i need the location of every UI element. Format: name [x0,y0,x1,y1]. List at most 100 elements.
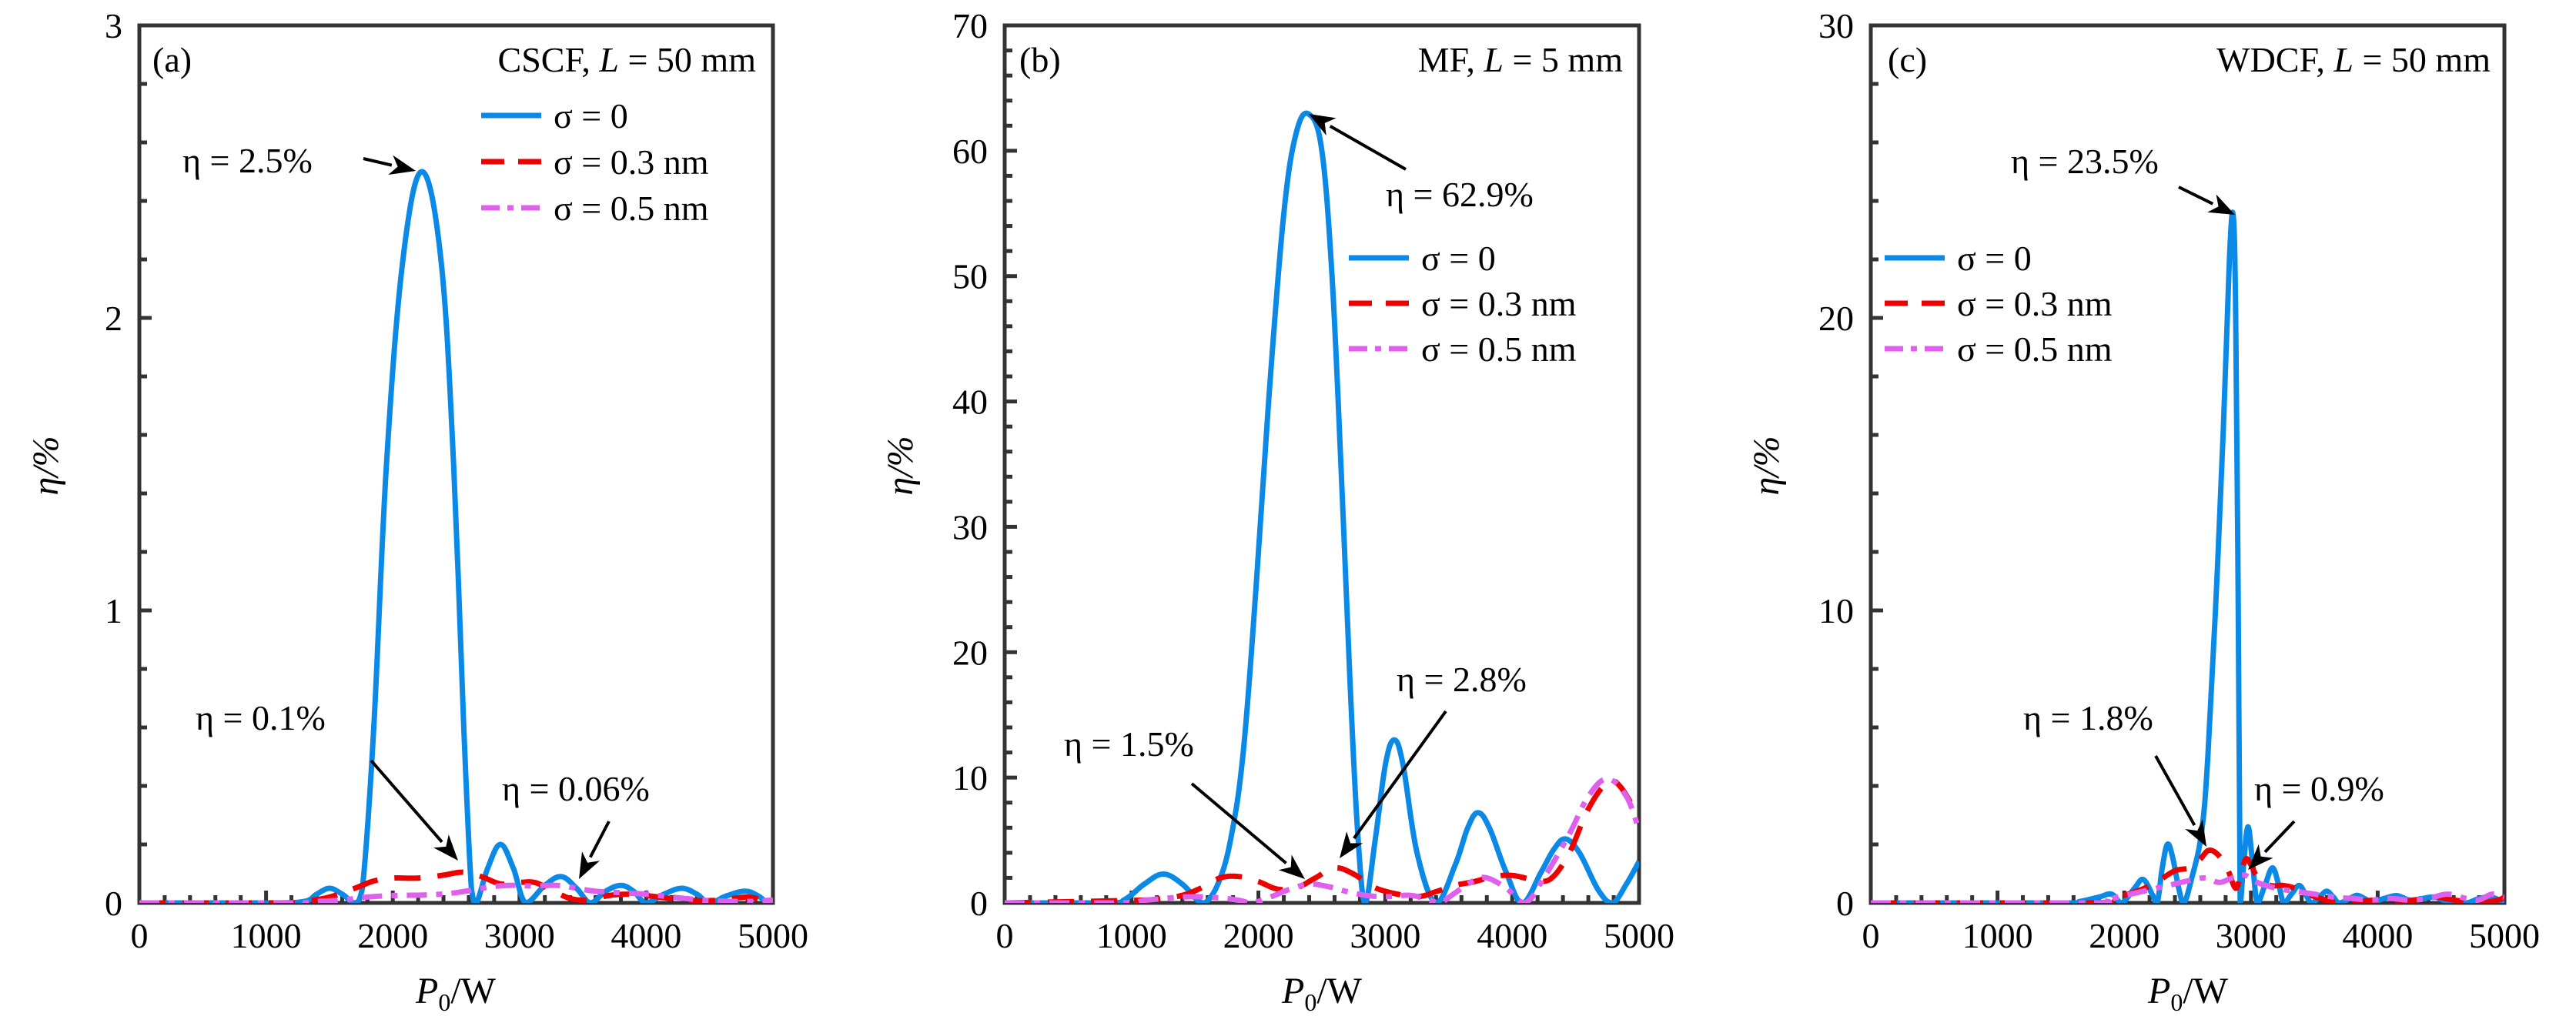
annotation-peak: η = 2.5% [182,141,416,180]
arrow-head [433,834,458,861]
y-tick-label: 2 [105,299,122,338]
y-tick-label: 70 [952,6,988,45]
x-tick-label: 2000 [1223,916,1294,955]
annotation-peak: η = 23.5% [2011,142,2235,215]
arrow-shaft [2263,820,2296,854]
annotation-sigma03: η = 0.1% [196,698,458,861]
arrow-shaft [1353,710,1447,840]
annotations: η = 62.9% η = 1.5% η = 2.8% [1064,114,1534,879]
y-tick-label: 0 [970,884,988,923]
annotation-text: η = 62.9% [1386,175,1534,214]
annotation-text: η = 2.5% [182,141,313,180]
x-tick-label: 5000 [1604,916,1674,955]
panel-tag: (c) [1888,40,1927,79]
tick-labels: 0 1000 2000 3000 4000 5000 0 1 2 3 [105,6,808,955]
arrow-icon [579,821,611,879]
legend-label: σ = 0 [1421,239,1496,278]
arrow-head [1278,854,1305,879]
legend-label: σ = 0.3 nm [1957,284,2113,323]
arrow-shaft [370,759,443,844]
x-tick-label: 1000 [1962,916,2033,955]
y-tick-label: 20 [1818,299,1854,338]
panel-b: 0 1000 2000 3000 4000 5000 0 10 20 30 40 50 60 70 η/%… [880,6,1674,1016]
panel-title: CSCF, L = 50 mm [498,40,757,79]
y-axis-label: η/% [1746,436,1787,495]
arrow-head [2185,819,2206,847]
legend-item: σ = 0.5 nm [1349,329,1577,369]
x-axis-label: P0/W [2147,971,2229,1016]
legend-item: σ = 0.3 nm [1885,284,2113,323]
legend: σ = 0 σ = 0.3 nm σ = 0.5 nm [1885,239,2113,369]
legend: σ = 0 σ = 0.3 nm σ = 0.5 nm [481,96,709,228]
annotations: η = 2.5% η = 0.1% η = 0.06% [182,141,650,879]
x-tick-label: 0 [1862,916,1880,955]
legend-label: σ = 0.5 nm [1957,329,2113,369]
arrow-shaft [1329,125,1407,171]
series-line-sigma-0-5 [1871,872,2504,903]
annotation-sigma05: η = 1.5% [1064,724,1305,879]
annotations: η = 23.5% η = 1.8% η = 0.9% [2011,142,2384,870]
arrow-icon [370,759,458,861]
series-line-sigma-0-5 [1005,776,1639,903]
panel-tag: (a) [152,40,192,79]
arrow-head [579,851,600,879]
arrow-icon [2178,186,2235,215]
panel-a: 0 1000 2000 3000 4000 5000 0 1 2 3 η/% P0/W (a) C… [25,6,808,1016]
annotation-text: η = 2.8% [1397,660,1527,699]
y-tick-label: 0 [105,884,122,923]
arrow-shaft [363,157,393,167]
annotation-sigma03: η = 1.8% [2023,698,2206,847]
x-tick-label: 4000 [611,916,681,955]
panel-tag: (b) [1019,40,1061,79]
arrow-icon [1309,114,1407,171]
x-tick-label: 3000 [1350,916,1420,955]
panel-title: MF, L = 5 mm [1418,40,1624,79]
arrow-shaft [2178,186,2214,206]
annotation-text: η = 1.5% [1064,724,1194,764]
curves [139,169,773,903]
legend-item: σ = 0.3 nm [1349,284,1577,323]
legend-label: σ = 0.3 nm [1421,284,1577,323]
arrow-icon [1340,710,1447,858]
legend-item: σ = 0.5 nm [1885,329,2113,369]
annotation-text: η = 23.5% [2011,142,2159,181]
legend-label: σ = 0.5 nm [554,189,709,228]
legend-item: σ = 0.5 nm [481,189,709,228]
arrow-shaft [1190,782,1287,864]
annotation-text: η = 0.1% [196,698,326,737]
annotation-sigma03: η = 2.8% [1340,660,1527,858]
legend-item: σ = 0 [1885,239,2032,278]
y-tick-label: 10 [1818,591,1854,630]
y-tick-label: 0 [1836,884,1854,923]
y-tick-label: 10 [952,758,988,797]
series-line-sigma-0 [139,169,773,903]
legend-label: σ = 0.5 nm [1421,329,1577,369]
annotation-peak: η = 62.9% [1309,114,1534,214]
arrow-shaft [2154,755,2196,827]
arrow-shaft [588,821,611,858]
x-tick-label: 2000 [357,916,428,955]
y-tick-label: 1 [105,591,122,630]
x-tick-label: 4000 [1477,916,1547,955]
legend-item: σ = 0 [1349,239,1496,278]
series-line-sigma-0-3 [1871,847,2504,903]
arrow-head [2207,194,2235,215]
arrow-icon [1190,782,1305,879]
curves [1005,110,1639,903]
x-tick-label: 1000 [1096,916,1167,955]
tick-labels: 0 1000 2000 3000 4000 5000 0 10 20 30 [1818,6,2540,955]
panel-c: 0 1000 2000 3000 4000 5000 0 10 20 30 η/% P0/W (c… [1746,6,2540,1016]
annotation-text: η = 0.9% [2254,769,2384,808]
legend-item: σ = 0 [481,96,628,135]
arrow-head [388,155,416,175]
x-tick-label: 5000 [738,916,808,955]
legend: σ = 0 σ = 0.3 nm σ = 0.5 nm [1349,239,1577,369]
x-tick-label: 2000 [2089,916,2159,955]
x-tick-label: 0 [996,916,1014,955]
tick-labels: 0 1000 2000 3000 4000 5000 0 10 20 30 40 50 60 70 [952,6,1674,955]
series-line-sigma-0-5 [139,882,773,903]
arrow-head [1309,114,1337,135]
legend-label: σ = 0 [554,96,628,135]
curves [1871,209,2504,903]
